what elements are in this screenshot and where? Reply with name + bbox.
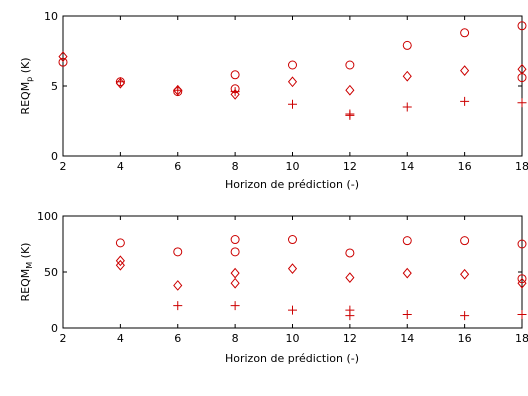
top-plot-y-tick-label: 0 [51, 150, 58, 163]
bottom-plot-point-plus [517, 310, 527, 320]
top-plot-x-tick-label: 10 [286, 160, 300, 173]
bottom-plot-point-plus [345, 311, 355, 321]
bottom-plot-point-circle [517, 274, 527, 284]
bottom-plot-y-axis-label-unit: (K) [19, 243, 32, 262]
top-plot-point-plus [173, 85, 183, 95]
bottom-plot-x-tick-label: 18 [515, 332, 528, 345]
top-plot-point-circle [460, 28, 470, 38]
top-plot-point-diamond [230, 89, 240, 100]
bottom-plot-y-axis-label-main: REQM [19, 269, 32, 302]
bottom-plot-point-plus [402, 310, 412, 320]
bottom-plot-point-circle [345, 248, 355, 258]
top-plot-y-axis-label-unit: (K) [19, 57, 32, 76]
top-plot-point-plus [345, 109, 355, 119]
top-plot-ticks: 2 4 6 8 10 12 14 16 18 0 5 10 [44, 10, 528, 173]
bottom-plot-x-tick-label: 10 [286, 332, 300, 345]
top-plot-point-diamond [517, 63, 527, 75]
top-plot-y-axis-label-subscript: p [25, 77, 34, 82]
top-plot-point-diamond [58, 51, 68, 62]
bottom-plot-point-circle [288, 235, 297, 245]
bottom-plot-point-diamond [517, 277, 527, 289]
top-plot-point-circle [402, 40, 412, 50]
top-plot-point-diamond [287, 76, 298, 88]
top-plot-point-plus [115, 77, 125, 87]
top-plot-point-circle [58, 57, 68, 67]
bottom-plot-point-diamond [230, 277, 240, 289]
top-plot-x-tick-label: 8 [232, 160, 239, 173]
top-plot: 2 4 6 8 10 12 14 16 18 0 5 10 Horizon de prédiction… [19, 10, 528, 191]
top-plot-point-plus [288, 99, 297, 109]
bottom-plot-x-tick-label: 16 [458, 332, 472, 345]
top-plot-x-tick-label: 18 [515, 160, 528, 173]
bottom-plot-point-circle [517, 239, 527, 249]
top-plot-point-diamond [345, 84, 355, 96]
bottom-plot-x-tick-label: 12 [343, 332, 357, 345]
bottom-plot-y-tick-label: 50 [44, 266, 58, 279]
bottom-plot-point-diamond [115, 255, 125, 267]
bottom-plot-x-tick-label: 8 [232, 332, 239, 345]
bottom-plot-point-diamond [287, 263, 298, 275]
top-plot-point-circle [517, 21, 527, 31]
bottom-plot-point-diamond [173, 280, 183, 291]
bottom-plot-point-circle [230, 247, 240, 257]
bottom-plot-point-plus [460, 311, 470, 321]
top-plot-point-circle [345, 60, 355, 70]
bottom-plot-x-tick-label: 14 [400, 332, 414, 345]
top-plot-y-axis-label: REQMp (K) [19, 57, 34, 114]
top-plot-point-circle [288, 60, 297, 70]
top-plot-point-circle [230, 70, 240, 80]
bottom-plot-y-tick-label: 100 [37, 210, 58, 223]
bottom-plot-point-diamond [460, 268, 470, 280]
bottom-plot-point-diamond [402, 267, 412, 279]
top-plot-point-plus [460, 96, 470, 106]
bottom-plot-y-axis-label: REQMM (K) [19, 243, 34, 302]
bottom-plot: 2 4 6 8 10 12 14 16 18 0 50 100 Horizon de prédicti… [19, 210, 528, 365]
bottom-plot-data-points [115, 235, 527, 321]
top-plot-y-tick-label: 10 [44, 10, 58, 23]
bottom-plot-x-tick-label: 2 [60, 332, 67, 345]
bottom-plot-point-circle [402, 236, 412, 246]
top-plot-point-diamond [460, 65, 470, 76]
top-plot-x-tick-label: 6 [174, 160, 181, 173]
top-plot-x-tick-label: 16 [458, 160, 472, 173]
bottom-plot-point-plus [230, 301, 240, 311]
top-plot-y-axis-label-main: REQM [19, 82, 32, 115]
top-plot-x-axis-label: Horizon de prédiction (-) [225, 178, 359, 191]
top-plot-point-plus [517, 98, 527, 108]
bottom-plot-y-axis-label-subscript: M [25, 262, 34, 269]
bottom-plot-x-tick-label: 4 [117, 332, 124, 345]
bottom-plot-point-diamond [345, 272, 355, 283]
top-plot-x-tick-label: 2 [60, 160, 67, 173]
bottom-plot-point-circle [230, 235, 240, 245]
bottom-plot-point-diamond [115, 259, 125, 271]
bottom-plot-point-plus [173, 301, 183, 311]
top-plot-point-diamond [402, 70, 412, 82]
top-plot-point-diamond [173, 84, 183, 96]
bottom-plot-y-tick-label: 0 [51, 322, 58, 335]
bottom-plot-point-circle [173, 247, 183, 257]
bottom-plot-point-circle [460, 236, 470, 246]
bottom-plot-x-tick-label: 6 [174, 332, 181, 345]
bottom-plot-ticks: 2 4 6 8 10 12 14 16 18 0 50 100 [37, 210, 528, 345]
top-plot-point-plus [402, 102, 412, 112]
top-plot-data-points [58, 21, 527, 120]
bottom-plot-point-plus [288, 305, 297, 315]
top-plot-x-tick-label: 4 [117, 160, 124, 173]
top-plot-x-tick-label: 12 [343, 160, 357, 173]
bottom-plot-point-circle [115, 238, 125, 248]
top-plot-point-plus [230, 87, 240, 97]
bottom-plot-x-axis-label: Horizon de prédiction (-) [225, 352, 359, 365]
bottom-plot-point-diamond [230, 267, 240, 279]
top-plot-y-tick-label: 5 [51, 80, 58, 93]
top-plot-x-tick-label: 14 [400, 160, 414, 173]
